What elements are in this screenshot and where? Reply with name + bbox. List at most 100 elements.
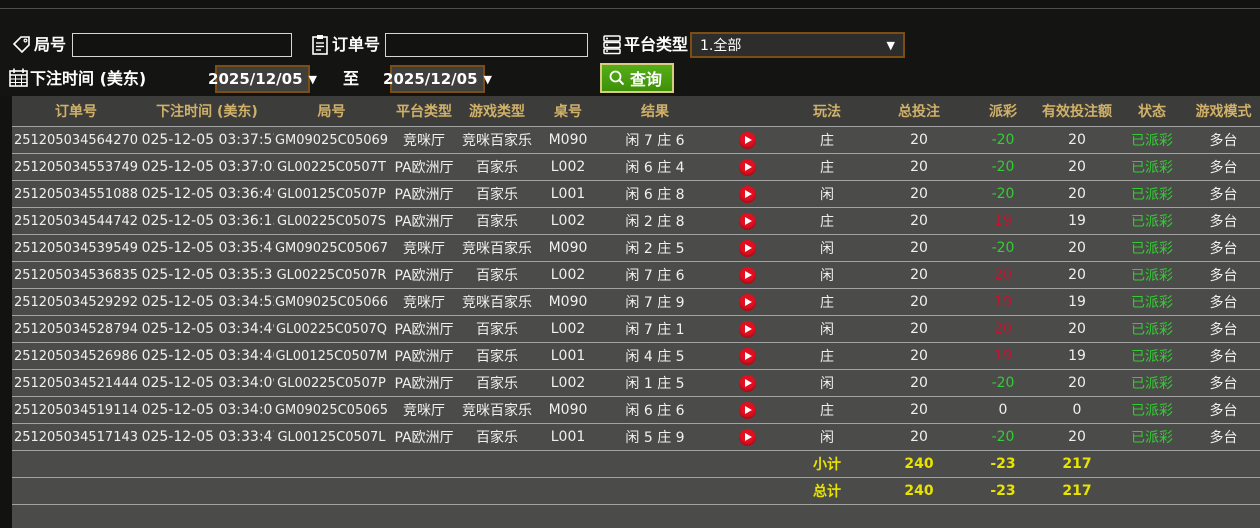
total-empty-cell bbox=[535, 478, 601, 504]
order-no-input[interactable] bbox=[385, 33, 588, 57]
table-no-cell: L002 bbox=[550, 213, 586, 229]
game-mode-cell: 多台 bbox=[1209, 214, 1238, 230]
platform-cell: 竞咪厅 bbox=[403, 133, 445, 149]
game-no-cell: GL00125C0507L bbox=[277, 429, 386, 445]
platform-type-value: 1.全部 bbox=[700, 38, 742, 54]
bet-time-cell: 2025-12-05 03:37:57 bbox=[140, 132, 274, 148]
order-no-cell: 251205034519114 bbox=[13, 402, 139, 418]
order-no-cell: 251205034539549 bbox=[13, 240, 139, 256]
status-badge: 已派彩 bbox=[1131, 295, 1173, 311]
table-no-cell: M090 bbox=[548, 132, 588, 148]
platform-cell: 竞咪厅 bbox=[403, 241, 445, 257]
date-from-picker[interactable]: 2025/12/05 ▼ bbox=[208, 65, 317, 93]
table-row: 251205034521444 2025-12-05 03:34:09 GL0022… bbox=[12, 369, 1260, 396]
play-video-icon[interactable] bbox=[738, 185, 756, 203]
tag-icon bbox=[12, 35, 32, 55]
payout-cell: 0 bbox=[998, 402, 1008, 418]
game-mode-cell: 多台 bbox=[1209, 187, 1238, 203]
result-cell: 闲 6 庄 8 bbox=[625, 187, 685, 203]
play-cell: 闲 bbox=[820, 268, 834, 284]
subtotal-empty-cell bbox=[1117, 451, 1187, 477]
result-cell: 闲 6 庄 4 bbox=[625, 160, 685, 176]
play-video-icon[interactable] bbox=[738, 212, 756, 230]
payout-cell: -20 bbox=[991, 240, 1015, 256]
bet-time-cell: 2025-12-05 03:34:49 bbox=[140, 321, 274, 337]
server-list-icon bbox=[601, 33, 621, 55]
play-video-icon[interactable] bbox=[738, 266, 756, 284]
play-video-icon[interactable] bbox=[738, 374, 756, 392]
game-type-cell: 竞咪百家乐 bbox=[462, 295, 532, 311]
bet-time-cell: 2025-12-05 03:36:49 bbox=[140, 186, 274, 202]
game-no-cell: GL00225C0507Q bbox=[275, 321, 388, 337]
column-header-bet_time: 下注时间 (美东) bbox=[156, 104, 258, 120]
date-to-picker[interactable]: 2025/12/05 ▼ bbox=[383, 65, 492, 93]
payout-cell: 19 bbox=[994, 213, 1012, 229]
order-no-cell: 251205034526986 bbox=[13, 348, 139, 364]
game-no-cell: GL00225C0507P bbox=[277, 375, 386, 391]
subtotal-empty-cell bbox=[535, 451, 601, 477]
clipboard-icon bbox=[310, 34, 330, 55]
game-mode-cell: 多台 bbox=[1209, 403, 1238, 419]
video-cell bbox=[709, 397, 785, 423]
order-no-cell: 251205034553749 bbox=[13, 159, 139, 175]
game-mode-cell: 多台 bbox=[1209, 241, 1238, 257]
valid-bet-cell: 20 bbox=[1068, 186, 1086, 202]
column-header-valid_bet: 有效投注额 bbox=[1042, 104, 1112, 120]
play-video-icon[interactable] bbox=[738, 428, 756, 446]
play-cell: 闲 bbox=[820, 187, 834, 203]
game-no-cell: GL00225C0507S bbox=[276, 213, 387, 229]
table-empty-band bbox=[12, 504, 1260, 528]
play-video-icon[interactable] bbox=[738, 131, 756, 149]
table-header-row: 订单号 下注时间 (美东) 局号 平台类型 游戏类型 桌号 结果 玩法 总投注 派彩 有效投注额 状态… bbox=[12, 96, 1260, 126]
table-row: 251205034553749 2025-12-05 03:37:02 GL0022… bbox=[12, 153, 1260, 180]
game-type-cell: 百家乐 bbox=[476, 268, 518, 284]
valid-bet-cell: 20 bbox=[1068, 267, 1086, 283]
play-video-icon[interactable] bbox=[738, 320, 756, 338]
video-cell bbox=[709, 154, 785, 180]
play-video-icon[interactable] bbox=[738, 239, 756, 257]
status-badge: 已派彩 bbox=[1131, 214, 1173, 230]
video-cell bbox=[709, 181, 785, 207]
payout-cell: 19 bbox=[994, 294, 1012, 310]
total-bet-cell: 20 bbox=[910, 375, 928, 391]
play-video-icon[interactable] bbox=[738, 401, 756, 419]
total-empty-cell bbox=[459, 478, 535, 504]
game-no-input[interactable] bbox=[72, 33, 292, 57]
total-total-bet: 240 bbox=[904, 483, 934, 499]
play-video-icon[interactable] bbox=[738, 293, 756, 311]
platform-cell: PA欧洲厅 bbox=[394, 214, 454, 230]
play-video-icon[interactable] bbox=[738, 347, 756, 365]
platform-cell: 竞咪厅 bbox=[403, 295, 445, 311]
valid-bet-cell: 19 bbox=[1068, 213, 1086, 229]
order-no-cell: 251205034517143 bbox=[13, 429, 139, 445]
valid-bet-cell: 20 bbox=[1068, 321, 1086, 337]
valid-bet-cell: 0 bbox=[1072, 402, 1082, 418]
table-row: 251205034519114 2025-12-05 03:34:01 GM0902… bbox=[12, 396, 1260, 423]
game-mode-cell: 多台 bbox=[1209, 376, 1238, 392]
game-no-label: 局号 bbox=[34, 35, 67, 54]
chevron-down-icon: ▼ bbox=[308, 72, 317, 86]
play-cell: 庄 bbox=[820, 403, 834, 419]
status-badge: 已派彩 bbox=[1131, 349, 1173, 365]
total-bet-cell: 20 bbox=[910, 132, 928, 148]
total-empty-cell bbox=[1187, 478, 1260, 504]
table-row: 251205034564270 2025-12-05 03:37:57 GM0902… bbox=[12, 126, 1260, 153]
platform-cell: PA欧洲厅 bbox=[394, 430, 454, 446]
search-button[interactable]: 查询 bbox=[600, 63, 675, 93]
payout-cell: -20 bbox=[991, 186, 1015, 202]
result-cell: 闲 5 庄 9 bbox=[625, 430, 685, 446]
platform-type-select[interactable]: 1.全部 ▼ bbox=[690, 32, 905, 58]
total-empty-cell bbox=[12, 478, 140, 504]
search-button-label: 查询 bbox=[630, 72, 663, 89]
result-cell: 闲 7 庄 9 bbox=[625, 295, 685, 311]
table-no-cell: L001 bbox=[550, 348, 586, 364]
chevron-down-icon: ▼ bbox=[483, 72, 492, 86]
game-type-cell: 竞咪百家乐 bbox=[462, 241, 532, 257]
bet-time-cell: 2025-12-05 03:35:31 bbox=[140, 267, 274, 283]
order-no-cell: 251205034544742 bbox=[13, 213, 139, 229]
platform-cell: PA欧洲厅 bbox=[394, 322, 454, 338]
video-cell bbox=[709, 316, 785, 342]
game-type-cell: 百家乐 bbox=[476, 430, 518, 446]
play-video-icon[interactable] bbox=[738, 158, 756, 176]
payout-cell: 19 bbox=[994, 348, 1012, 364]
